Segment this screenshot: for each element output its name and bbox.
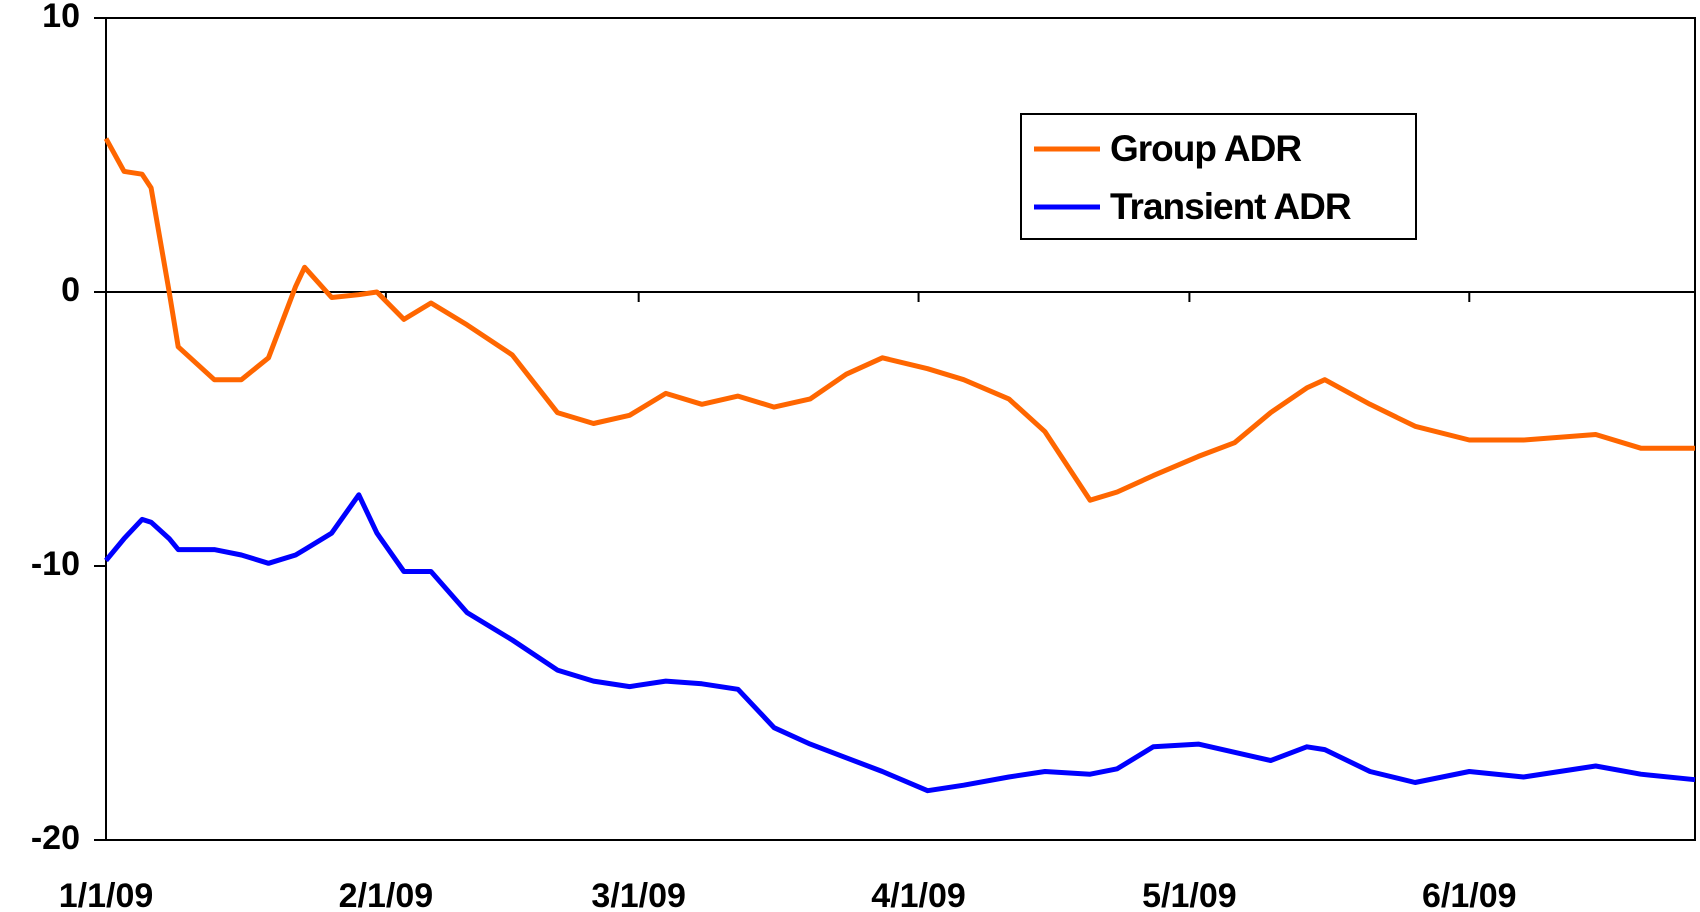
y-tick-label: -20 <box>31 819 80 857</box>
plot-frame <box>105 17 1696 841</box>
legend-box <box>1020 113 1417 240</box>
y-tick-label: 0 <box>61 271 80 309</box>
series-line <box>103 137 1695 503</box>
y-tick-label: 10 <box>42 0 80 35</box>
x-tick-label: 6/1/09 <box>1422 877 1517 912</box>
x-tick-label: 1/1/09 <box>59 877 154 912</box>
x-tick-label: 3/1/09 <box>591 877 686 912</box>
legend-label: Transient ADR <box>1110 186 1351 227</box>
y-tick-label: -10 <box>31 545 80 583</box>
x-tick-label: 4/1/09 <box>871 877 966 912</box>
legend-label: Group ADR <box>1110 128 1301 169</box>
series-line <box>104 492 1696 794</box>
x-tick-label: 5/1/09 <box>1142 877 1237 912</box>
legend: Group ADR Transient ADR <box>1020 113 1417 240</box>
x-tick-label: 2/1/09 <box>339 877 434 912</box>
